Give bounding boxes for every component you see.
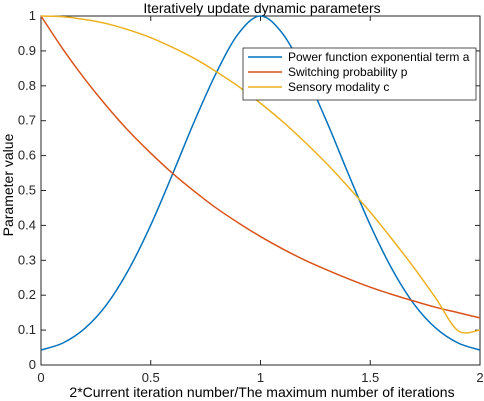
y-tick-label: 1: [29, 8, 36, 23]
y-tick-label: 0.6: [18, 148, 36, 163]
y-tick-label: 0.9: [18, 43, 36, 58]
x-tick-label: 0: [37, 370, 44, 385]
x-axis-label: 2*Current iteration number/The maximum n…: [69, 384, 454, 400]
legend-label-0: Power function exponential term a: [288, 50, 470, 64]
x-tick-label: 0.5: [142, 370, 160, 385]
y-tick-label: 0.4: [18, 217, 36, 232]
legend-label-1: Switching probability p: [288, 65, 408, 79]
x-tick-label: 1: [257, 370, 264, 385]
y-axis-label: Parameter value: [0, 133, 16, 236]
legend: Power function exponential term aSwitchi…: [242, 47, 477, 101]
x-tick-label: 1.5: [361, 370, 379, 385]
y-tick-label: 0.3: [18, 252, 36, 267]
series-line-0: [40, 15, 481, 351]
series-line-2: [40, 15, 481, 334]
series-line-1: [40, 15, 481, 319]
axis-ticks: 0 0.5 1 1.5 2 0 0.1 0.2 0.3 0.4 0.5 0.6 0.7 0.8 0.9 1: [18, 8, 484, 385]
y-tick-label: 0: [29, 357, 36, 372]
x-tick-label: 2: [476, 370, 483, 385]
y-tick-label: 0.5: [18, 183, 36, 198]
series-lines: [40, 15, 481, 351]
chart-title: Iteratively update dynamic parameters: [143, 0, 380, 16]
y-tick-label: 0.2: [18, 287, 36, 302]
y-tick-label: 0.1: [18, 322, 36, 337]
y-tick-label: 0.8: [18, 78, 36, 93]
y-tick-label: 0.7: [18, 113, 36, 128]
legend-label-2: Sensory modality c: [288, 80, 389, 94]
